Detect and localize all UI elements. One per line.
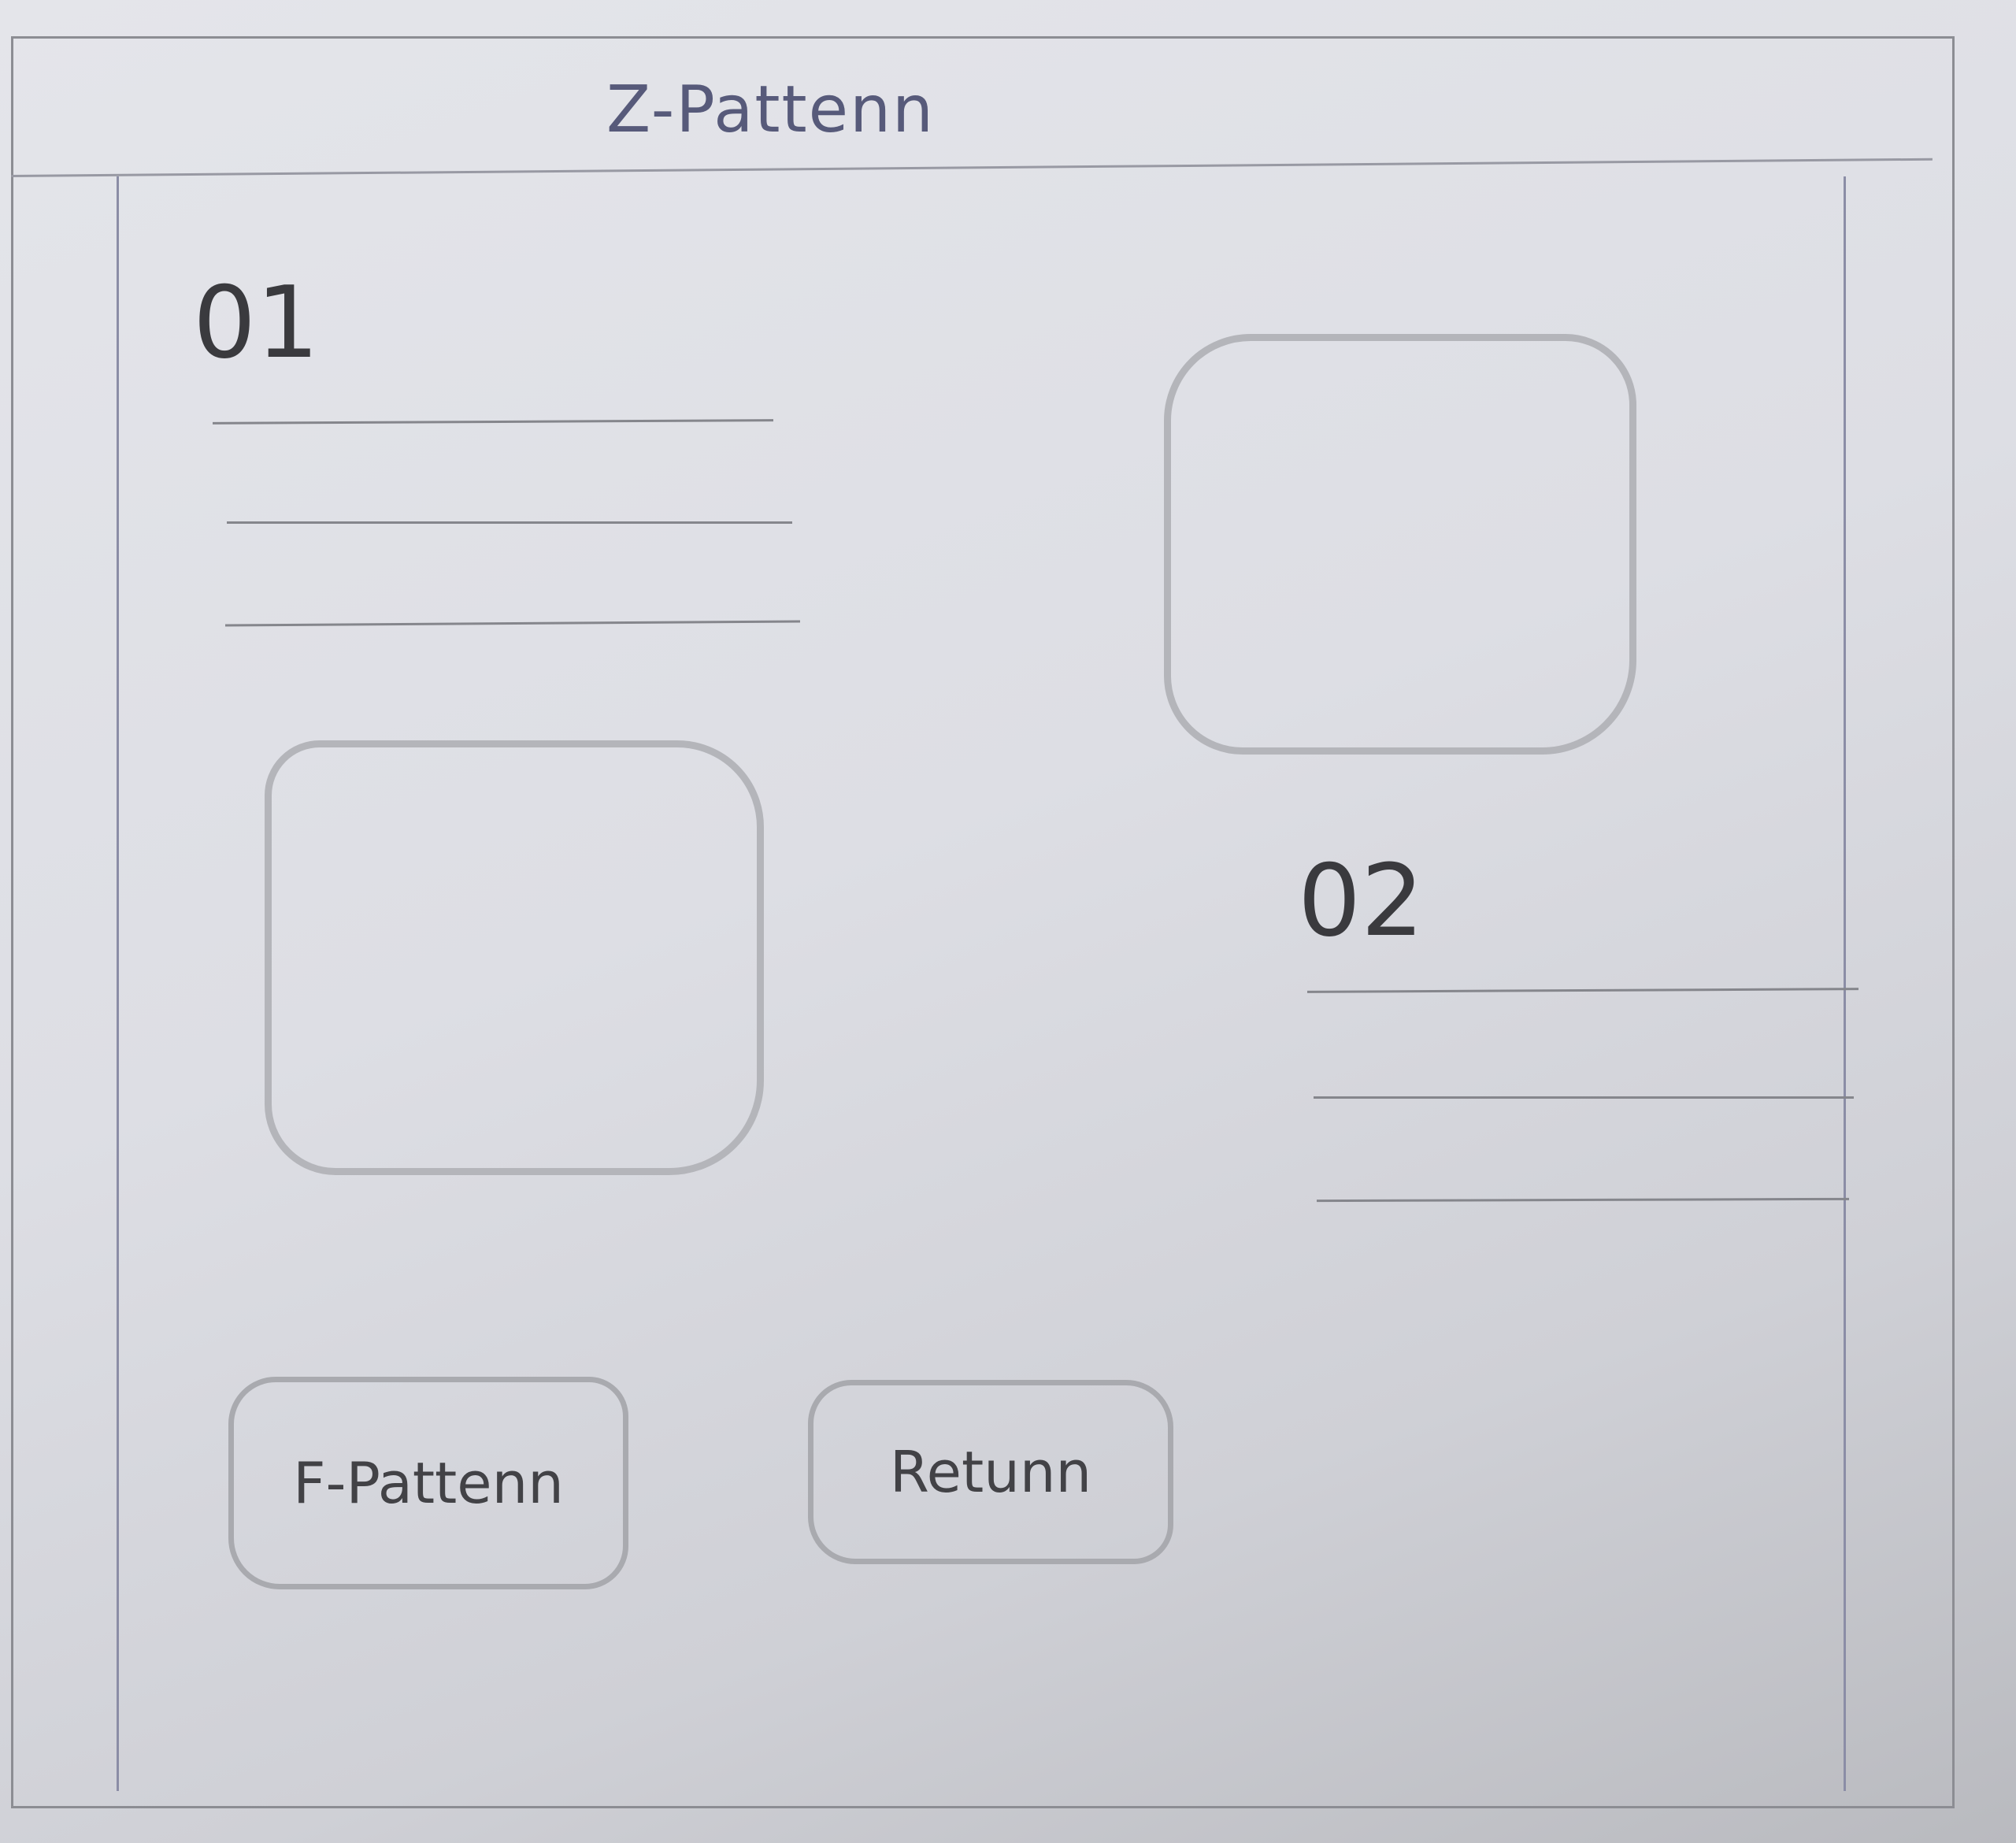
section-number-02: 02 xyxy=(1298,843,1425,959)
app-window-frame xyxy=(11,36,1955,1808)
content-area xyxy=(117,176,1846,1791)
image-placeholder-02 xyxy=(265,740,764,1175)
return-button[interactable]: Retunn xyxy=(808,1380,1173,1564)
f-pattern-button[interactable]: F-Pattenn xyxy=(228,1377,628,1589)
section-number-01: 01 xyxy=(193,265,320,380)
image-placeholder-01 xyxy=(1164,334,1636,755)
page-title: Z-Pattenn xyxy=(606,72,936,147)
text-placeholder-line xyxy=(227,521,792,524)
text-placeholder-line xyxy=(1314,1096,1854,1099)
